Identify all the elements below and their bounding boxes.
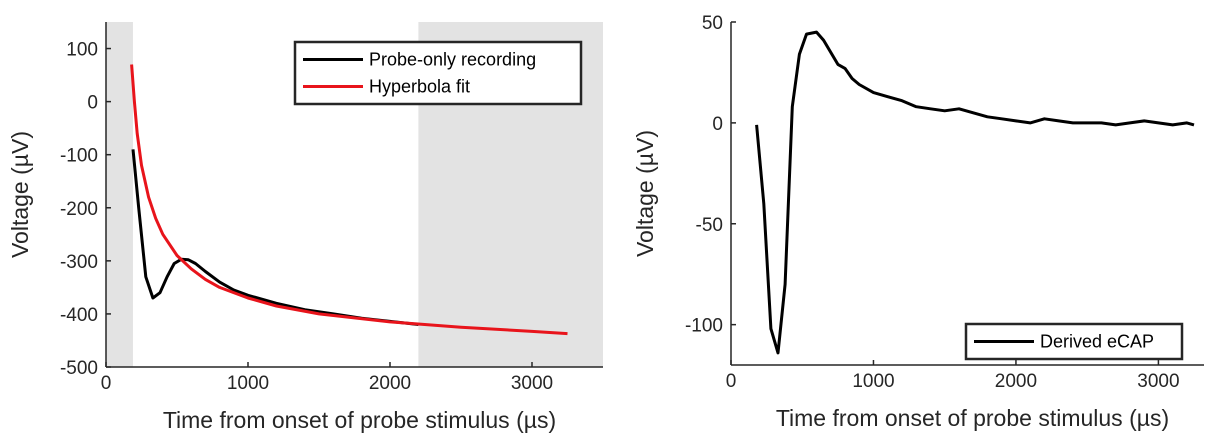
y-tick-label: -300: [60, 252, 98, 273]
legend-label: Derived eCAP: [1040, 332, 1154, 352]
x-tick-label: 3000: [511, 373, 553, 394]
y-tick-label: 0: [87, 93, 98, 114]
x-tick-label: 2000: [369, 373, 411, 394]
y-tick-label: -400: [60, 305, 98, 326]
y-tick-label: -500: [60, 358, 98, 379]
x-tick-label: 0: [101, 373, 112, 394]
y-tick-label: 50: [702, 13, 723, 34]
x-tick-label: 1000: [227, 373, 269, 394]
y-tick-label: 100: [66, 40, 98, 61]
y-tick-label: -100: [685, 316, 723, 337]
x-tick-label: 1000: [852, 371, 894, 392]
y-axis-label: Voltage (µV): [7, 131, 33, 258]
x-tick-label: 0: [726, 371, 737, 392]
y-tick-label: 0: [712, 114, 723, 135]
y-axis-label: Voltage (µV): [632, 130, 658, 257]
y-tick-label: -50: [696, 215, 723, 236]
x-tick-label: 2000: [995, 371, 1037, 392]
x-axis-label: Time from onset of probe stimulus (µs): [163, 407, 556, 433]
legend-box: [293, 40, 583, 106]
legend: Probe-only recording Hyperbola fit: [293, 40, 583, 106]
series-line: [755, 30, 1195, 355]
y-tick-label: -100: [60, 146, 98, 167]
legend: Derived eCAP: [964, 322, 1184, 361]
series-line: [130, 64, 568, 336]
x-axis-label: Time from onset of probe stimulus (µs): [776, 405, 1169, 431]
legend-label: Hyperbola fit: [369, 77, 470, 97]
legend-label: Probe-only recording: [369, 50, 536, 70]
series-line: [131, 149, 419, 326]
shaded-region: [106, 22, 133, 367]
x-tick-label: 3000: [1137, 371, 1179, 392]
y-tick-label: -200: [60, 199, 98, 220]
